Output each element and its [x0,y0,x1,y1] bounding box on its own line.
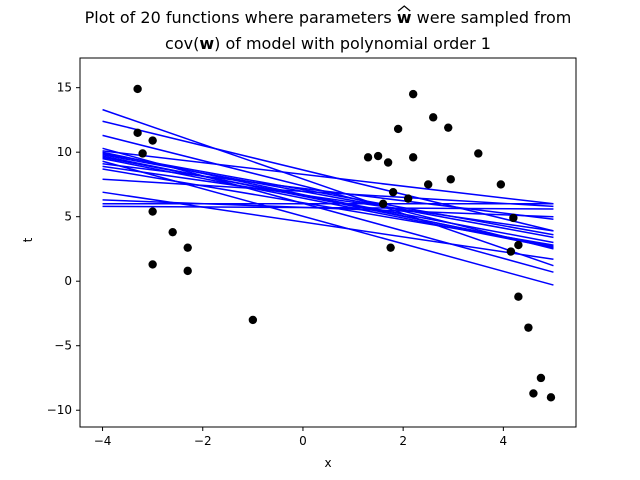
plot-frame [79,57,577,428]
data-point-18 [403,194,413,203]
data-point-19 [408,89,418,99]
data-point-11 [363,153,373,162]
data-point-25 [474,149,483,158]
data-point-7 [168,227,177,237]
data-point-22 [429,113,438,122]
data-point-32 [529,389,538,398]
x-tick-label: 2 [399,434,407,448]
hat-symbol [397,5,411,12]
y-tick-label: −10 [47,403,72,417]
x-tick-label: 4 [500,434,508,448]
x-axis-label: x [324,456,331,470]
y-axis-ticks: −10 −5 0 5 10 15 [47,81,80,417]
data-point-8 [183,243,192,252]
data-point-6 [148,260,157,269]
data-point-30 [514,292,523,301]
data-point-26 [496,180,506,189]
function-line-2 [102,120,554,232]
data-point-1 [133,84,142,94]
title-line1-prefix: Plot of 20 functions where parameters [85,8,397,27]
function-line-20 [102,205,554,210]
data-point-27 [506,247,516,256]
data-point-20 [408,153,418,162]
data-point-17 [393,124,403,134]
function-line-1 [102,108,554,267]
title-line2-prefix: cov( [165,34,199,53]
data-point-2 [133,128,142,138]
data-point-21 [424,180,433,189]
function-line-10 [102,156,554,244]
data-point-34 [546,393,556,402]
function-line-16 [102,178,554,208]
x-tick-label: −2 [194,434,212,448]
data-point-23 [444,123,453,132]
data-point-28 [509,213,518,223]
title-line2-suffix: ) of model with polynomial order 1 [214,34,491,53]
data-point-31 [524,323,533,332]
data-point-33 [536,373,546,383]
data-point-13 [378,199,388,208]
y-tick-label: 5 [64,210,72,224]
function-line-5 [102,150,554,205]
function-line-8 [102,154,554,239]
chart-title-line2: cov(w) of model with polynomial order 1 [165,34,491,53]
y-tick-label: 10 [57,145,72,159]
data-point-10 [248,315,258,325]
data-point-15 [386,243,395,252]
y-tick-label: −5 [54,339,72,353]
data-point-24 [446,175,455,184]
title-line2-symbol: w [199,34,214,53]
data-point-5 [148,207,157,216]
chart-title-line1: Plot of 20 functions where parameters w … [85,8,572,27]
data-point-16 [388,187,398,197]
data-point-9 [183,266,192,276]
data-point-14 [383,158,393,167]
x-axis-ticks: −4 −2 0 2 4 [94,427,507,448]
title-line1-symbol: w [397,8,412,27]
function-line-14 [102,165,554,232]
y-tick-label: 15 [57,81,72,95]
data-point-29 [514,240,523,250]
function-lines [102,108,554,286]
function-line-13 [102,163,554,221]
data-point-12 [373,151,383,161]
data-points [133,84,556,402]
x-tick-label: 0 [299,434,307,448]
data-point-4 [148,136,157,145]
data-point-3 [138,149,147,158]
y-tick-label: 0 [64,274,72,288]
title-line1-suffix: were sampled from [412,8,572,27]
y-axis-label: t [21,237,35,242]
x-tick-label: −4 [94,434,112,448]
function-line-7 [102,152,554,236]
